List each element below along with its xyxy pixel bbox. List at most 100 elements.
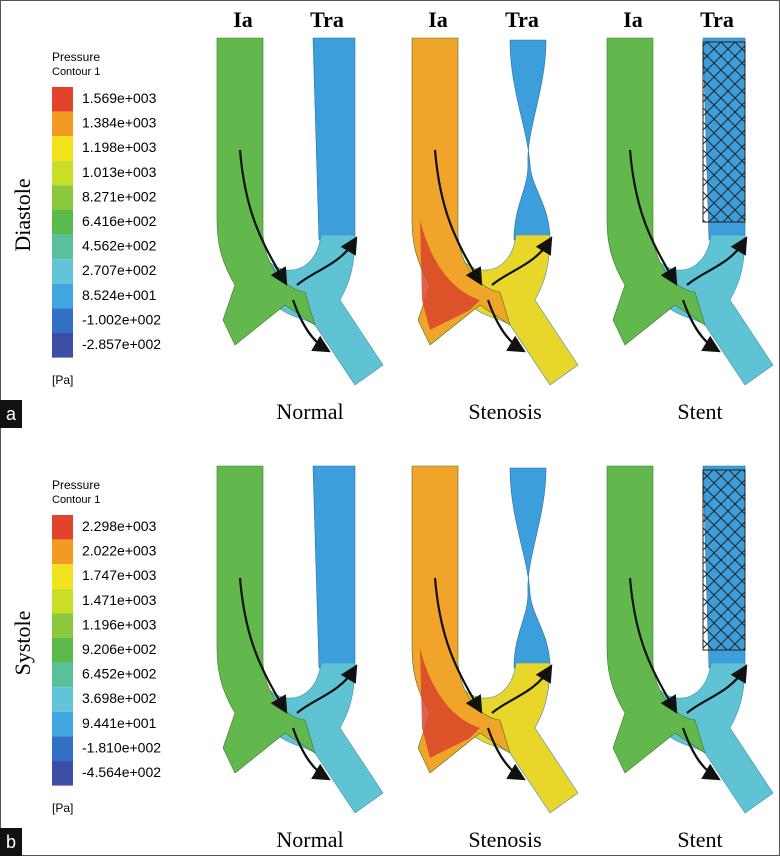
colorbar-cell xyxy=(52,736,73,761)
legend-unit: [Pa] xyxy=(52,373,73,387)
panel-letter-box xyxy=(0,828,22,856)
colorbar-label: 6.452e+002 xyxy=(82,666,157,682)
panel: Pressure Contour 1 1.569e+003 1.384e+003 1.1… xyxy=(0,7,774,428)
tra-vessel xyxy=(312,465,356,669)
flow-arrow xyxy=(486,727,526,781)
colorbar-cell xyxy=(52,687,73,712)
colorbar-label: -4.564e+002 xyxy=(82,764,161,780)
column-caption: Stent xyxy=(677,827,722,852)
flow-arrow xyxy=(238,577,288,714)
flow-arrow xyxy=(491,664,553,714)
row-label: Systole xyxy=(10,611,35,676)
colorbar-cell xyxy=(52,588,73,614)
colorbar-cell xyxy=(52,283,73,309)
flow-arrow xyxy=(291,727,331,781)
colorbar-label: 1.196e+003 xyxy=(82,616,157,632)
column-caption: Normal xyxy=(276,399,343,424)
legend-subtitle: Contour 1 xyxy=(52,494,100,506)
colorbar-cell xyxy=(52,136,73,161)
colorbar-cell xyxy=(52,564,73,589)
colorbar-cell xyxy=(52,210,73,235)
panel-letter: a xyxy=(6,404,17,424)
ia-vessel xyxy=(216,37,316,346)
colorbar-cell xyxy=(52,111,73,137)
colorbar-cell xyxy=(52,539,73,565)
vessel-label: Ia xyxy=(233,7,253,32)
flow-arrow xyxy=(433,577,483,714)
colorbar-label: 1.569e+003 xyxy=(82,90,157,106)
tra-vessel xyxy=(509,39,551,241)
tra-vessel xyxy=(509,467,551,669)
colorbar-cell xyxy=(52,185,73,210)
flow-arrow xyxy=(291,299,331,353)
colorbar-label: 8.271e+002 xyxy=(82,188,157,204)
vessel-label: Tra xyxy=(700,7,734,32)
flow-arrow xyxy=(486,299,526,353)
colorbar-label: 6.416e+002 xyxy=(82,213,157,229)
stent xyxy=(702,41,746,223)
vessel-label: Ia xyxy=(623,7,643,32)
flow-arrow xyxy=(238,149,288,286)
column-caption: Stent xyxy=(677,399,722,424)
colorbar-cell xyxy=(52,87,73,112)
legend-title: Pressure xyxy=(52,50,100,64)
colorbar-label: 1.198e+003 xyxy=(82,139,157,155)
colorbar-cell xyxy=(52,711,73,737)
legend-subtitle: Contour 1 xyxy=(52,66,100,78)
flow-arrow xyxy=(296,236,358,286)
colorbar-cell xyxy=(52,259,73,284)
flow-arrow xyxy=(491,236,553,286)
flow-arrow xyxy=(296,664,358,714)
colorbar-label: 8.524e+001 xyxy=(82,287,157,303)
vessel-label: Ia xyxy=(428,7,448,32)
row-label: Diastole xyxy=(10,178,35,251)
colorbar-cell xyxy=(52,761,73,786)
column-caption: Normal xyxy=(276,827,343,852)
column-caption: Stenosis xyxy=(468,827,541,852)
flow-arrow xyxy=(686,236,748,286)
ia-vessel xyxy=(606,465,706,774)
flow-arrow xyxy=(686,664,748,714)
colorbar-label: 2.707e+002 xyxy=(82,262,157,278)
colorbar-label: 9.441e+001 xyxy=(82,715,157,731)
colorbar-label: 2.298e+003 xyxy=(82,518,157,534)
flow-arrow xyxy=(681,299,721,353)
vessel-label: Tra xyxy=(310,7,344,32)
column-caption: Stenosis xyxy=(468,399,541,424)
colorbar-label: 1.471e+003 xyxy=(82,592,157,608)
colorbar-cell xyxy=(52,613,73,638)
colorbar-cell xyxy=(52,160,73,186)
vessel-label: Tra xyxy=(505,7,539,32)
flow-arrow xyxy=(628,577,678,714)
panel: Pressure Contour 1 2.298e+003 2.022e+003 1.7… xyxy=(0,465,774,856)
colorbar-label: 1.013e+003 xyxy=(82,164,157,180)
ia-vessel xyxy=(216,465,316,774)
ia-vessel xyxy=(606,37,706,346)
colorbar-label: -1.810e+002 xyxy=(82,739,161,755)
panel-letter: b xyxy=(6,832,16,852)
colorbar-label: 9.206e+002 xyxy=(82,641,157,657)
colorbar-label: 3.698e+002 xyxy=(82,690,157,706)
legend-title: Pressure xyxy=(52,478,100,492)
high-pressure xyxy=(420,648,480,758)
colorbar-label: 1.384e+003 xyxy=(82,115,157,131)
colorbar-cell xyxy=(52,308,73,333)
panel-letter-box xyxy=(0,400,22,428)
flow-arrow xyxy=(628,149,678,286)
stent xyxy=(702,469,746,651)
colorbar-label: -2.857e+002 xyxy=(82,336,161,352)
colorbar-cell xyxy=(52,662,73,688)
tra-vessel xyxy=(312,37,356,241)
colorbar-cell xyxy=(52,638,73,663)
colorbar-cell xyxy=(52,234,73,260)
colorbar-label: -1.002e+002 xyxy=(82,311,161,327)
colorbar-label: 1.747e+003 xyxy=(82,567,157,583)
colorbar-label: 4.562e+002 xyxy=(82,238,157,254)
legend-unit: [Pa] xyxy=(52,801,73,815)
colorbar-cell xyxy=(52,333,73,358)
high-pressure xyxy=(420,220,480,330)
colorbar-label: 2.022e+003 xyxy=(82,543,157,559)
colorbar-cell xyxy=(52,515,73,540)
